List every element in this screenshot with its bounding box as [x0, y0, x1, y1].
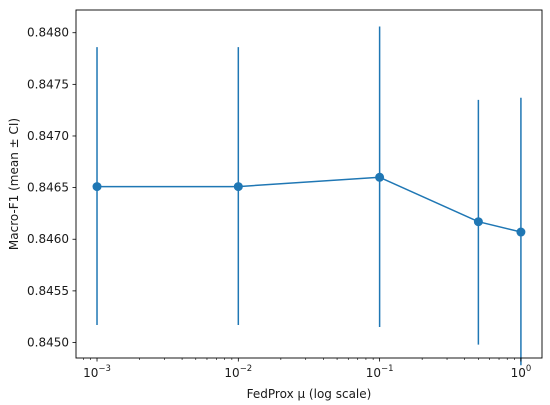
x-tick-label: 10−2 [224, 364, 252, 380]
data-point-4 [516, 227, 526, 237]
series-line [97, 176, 522, 233]
y-axis-ticks: 0.8450 0.8455 0.8460 0.8465 0.8470 0.8475 0.84… [27, 26, 76, 350]
y-tick-label: 0.8465 [27, 181, 69, 195]
y-tick-label: 0.8460 [27, 232, 69, 246]
plot-layer [92, 26, 526, 366]
y-tick-label: 0.8475 [27, 77, 69, 91]
y-tick-label: 0.8455 [27, 284, 69, 298]
y-tick-label: 0.8480 [27, 26, 69, 40]
y-tick-label: 0.8450 [27, 336, 69, 350]
y-tick-label: 0.8470 [27, 129, 69, 143]
data-point-2 [375, 172, 385, 182]
data-point-0 [92, 182, 102, 192]
data-point-3 [473, 217, 483, 227]
data-point-1 [233, 182, 243, 192]
x-tick-label: 100 [511, 364, 532, 380]
x-tick-label: 10−3 [83, 364, 111, 380]
x-axis-ticks: 10−3 10−2 10−1 100 [83, 358, 531, 380]
x-axis-label: FedProx μ (log scale) [247, 387, 372, 401]
y-axis-label: Macro-F1 (mean ± CI) [7, 118, 21, 250]
x-tick-label: 10−1 [366, 364, 394, 380]
plot-frame [75, 9, 543, 359]
